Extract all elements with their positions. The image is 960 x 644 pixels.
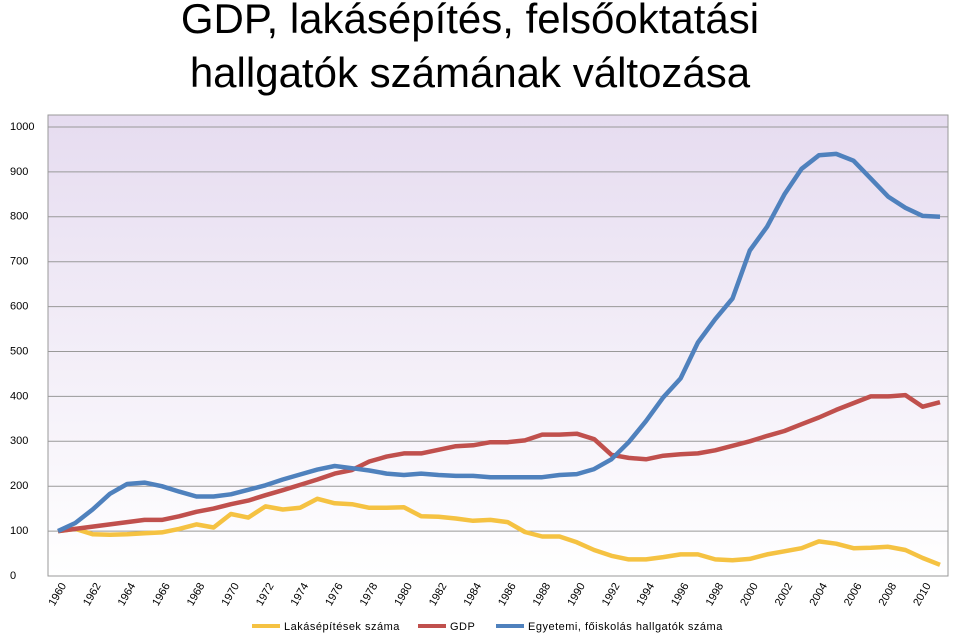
- x-tick-label: 2008: [877, 581, 900, 608]
- x-tick-label: 2010: [911, 581, 934, 608]
- x-tick-label: 1974: [289, 581, 312, 608]
- x-tick-label: 1994: [634, 581, 657, 608]
- y-tick-label: 100: [10, 525, 28, 537]
- y-tick-label: 1000: [10, 121, 34, 133]
- series-line: [57, 151, 941, 534]
- x-tick-label: 1966: [150, 581, 173, 608]
- x-tick-label: 1992: [600, 581, 623, 608]
- y-tick-label: 200: [10, 480, 28, 492]
- legend-label: GDP: [450, 621, 475, 633]
- x-tick-label: 1970: [219, 581, 242, 608]
- chart-title: hallgatók számának változása: [190, 49, 751, 96]
- y-tick-label: 300: [10, 435, 28, 447]
- x-tick-label: 2004: [807, 581, 830, 608]
- y-tick-label: 900: [10, 166, 28, 178]
- x-tick-label: 1976: [323, 581, 346, 608]
- x-tick-label: 1964: [116, 581, 139, 608]
- y-tick-label: 0: [10, 570, 16, 582]
- x-tick-label: 1984: [462, 581, 485, 608]
- x-tick-label: 1986: [496, 581, 519, 608]
- x-tick-label: 1978: [358, 581, 381, 608]
- series-line: [57, 392, 941, 534]
- plot-area: [47, 114, 949, 577]
- x-tick-label: 2006: [842, 581, 865, 608]
- x-tick-label: 1980: [392, 581, 415, 608]
- x-tick-label: 1990: [565, 581, 588, 608]
- series-line: [57, 496, 941, 567]
- x-tick-label: 1988: [531, 581, 554, 608]
- x-tick-label: 1996: [669, 581, 692, 608]
- y-tick-label: 600: [10, 301, 28, 313]
- x-tick-label: 1968: [185, 581, 208, 608]
- legend-label: Lakásépítések száma: [284, 621, 400, 633]
- y-tick-label: 700: [10, 256, 28, 268]
- y-tick-label: 800: [10, 211, 28, 223]
- x-tick-label: 2000: [738, 581, 761, 608]
- chart-title: GDP, lakásépítés, felsőoktatási: [181, 0, 759, 42]
- legend-label: Egyetemi, főiskolás hallgatók száma: [528, 621, 723, 633]
- y-tick-label: 400: [10, 390, 28, 402]
- x-tick-label: 1982: [427, 581, 450, 608]
- x-tick-label: 2002: [773, 581, 796, 608]
- x-tick-label: 1972: [254, 581, 277, 608]
- x-tick-label: 1960: [46, 581, 69, 608]
- x-tick-label: 1998: [704, 581, 727, 608]
- x-tick-label: 1962: [81, 581, 104, 608]
- y-tick-label: 500: [10, 345, 28, 357]
